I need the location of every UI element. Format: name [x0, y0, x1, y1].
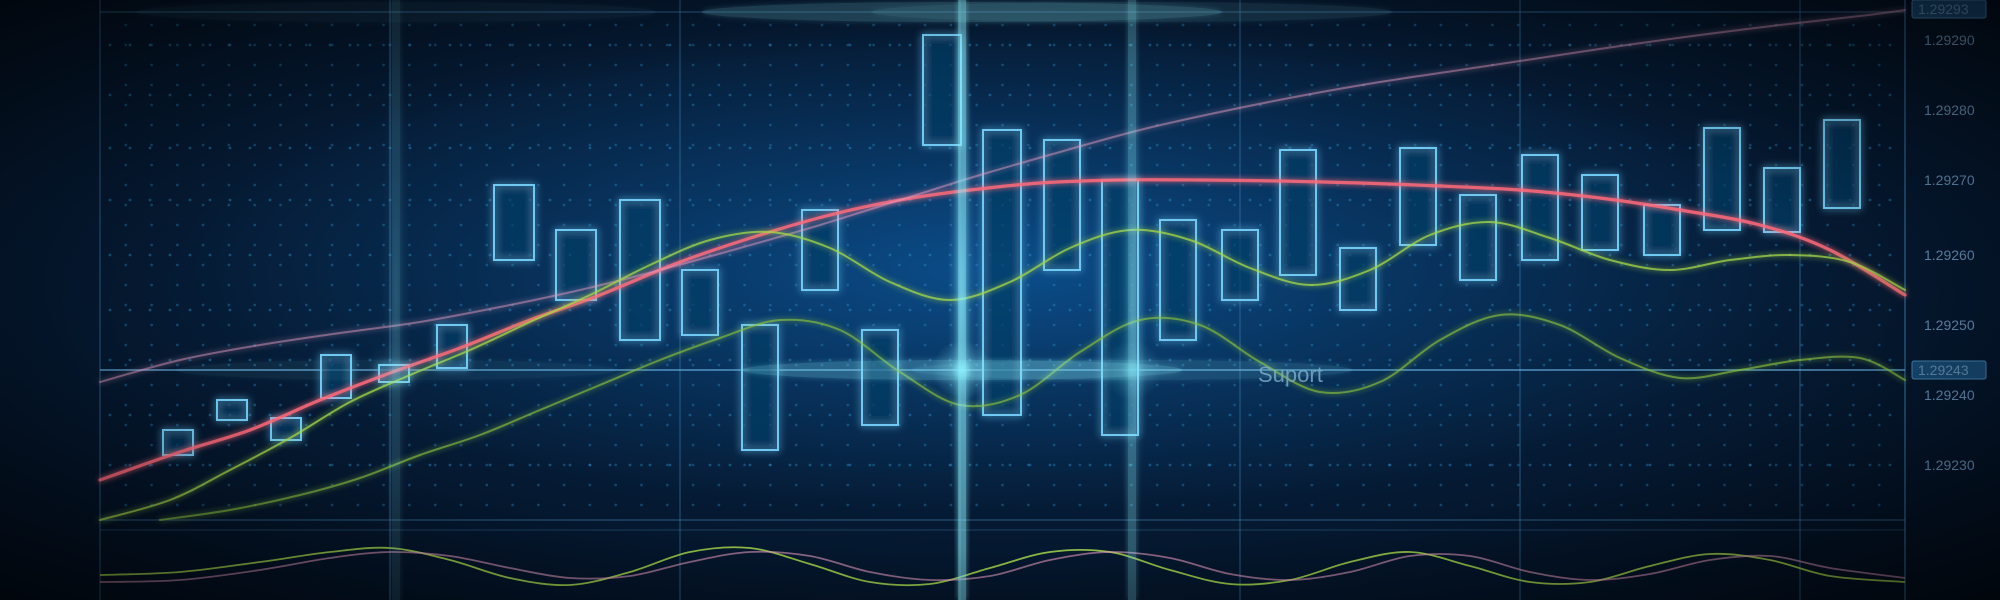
- support-line-label: Suport: [1258, 362, 1323, 387]
- trading-candlestick-chart: 1.29290 1.29280 1.29270 1.29260 1.29250 1.292…: [0, 0, 2000, 600]
- y-tick-label: 1.29230: [1924, 457, 1975, 473]
- y-tick-label: 1.29250: [1924, 317, 1975, 333]
- y-tick-label: 1.29290: [1924, 32, 1975, 48]
- price-marker: 1.29243: [1918, 362, 1969, 378]
- y-tick-label: 1.29260: [1924, 247, 1975, 263]
- y-tick-label: 1.29270: [1924, 172, 1975, 188]
- y-tick-label: 1.29240: [1924, 387, 1975, 403]
- price-marker: 1.29293: [1918, 1, 1969, 17]
- chart-svg: 1.29290 1.29280 1.29270 1.29260 1.29250 1.292…: [0, 0, 2000, 600]
- y-tick-label: 1.29280: [1924, 102, 1975, 118]
